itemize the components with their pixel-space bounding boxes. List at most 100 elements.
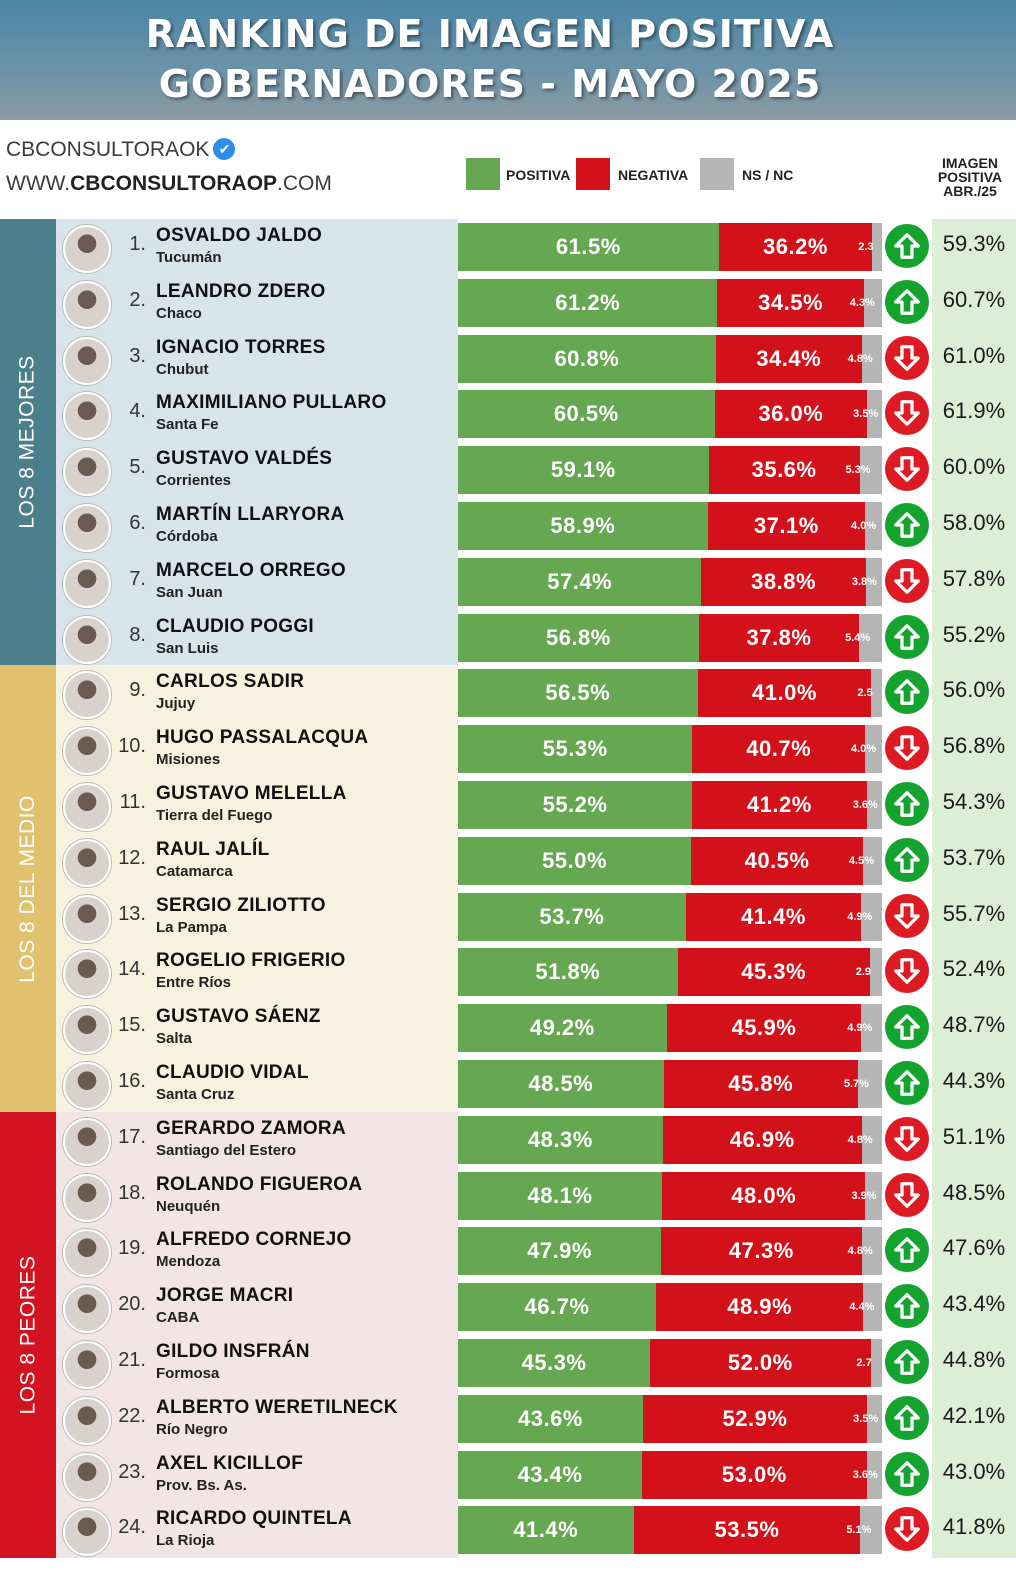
bar-negative — [718, 223, 873, 271]
province-name: Santa Fe — [156, 416, 219, 434]
bar-negative — [663, 1060, 858, 1108]
province-name: Entre Ríos — [156, 974, 232, 992]
governor-photo — [63, 615, 111, 664]
rank-number: 4. — [129, 400, 146, 423]
negative-value-label: 45.3% — [741, 959, 807, 985]
province-name: La Pampa — [156, 918, 227, 936]
rank-number: 8. — [129, 623, 146, 646]
arrow-up-icon — [885, 1005, 929, 1050]
arrow-down-icon — [885, 558, 929, 603]
governor-photo — [63, 225, 111, 273]
province-name: Neuquén — [156, 1197, 221, 1215]
ns-nc-value-label: 5.3% — [845, 464, 871, 477]
province-name: Chubut — [156, 360, 209, 378]
governor-name: SERGIO ZILIOTTO — [156, 894, 326, 916]
ranking-row: 22. ALBERTO WERETILNECK Río Negro 43.6% 52.9… — [0, 1391, 1016, 1447]
ns-nc-value-label: 4.8% — [847, 352, 873, 365]
province-name: Río Negro — [156, 1420, 228, 1438]
arrow-up-icon — [885, 503, 929, 547]
rank-number: 6. — [129, 512, 146, 534]
group-band-2 — [0, 665, 56, 1112]
negative-value-label: 41.0% — [752, 680, 817, 706]
bar-negative — [642, 1394, 868, 1443]
rank-number: 3. — [129, 344, 146, 367]
bar-ns-nc — [865, 725, 882, 774]
governor-photo — [63, 559, 111, 608]
bar-negative — [697, 669, 872, 718]
rank-number: 5. — [129, 456, 146, 479]
bar-ns-nc — [871, 669, 882, 718]
bar-ns-nc — [861, 1115, 882, 1164]
previous-positive-header: IMAGEN POSITIVA ABR./25 — [930, 156, 1010, 198]
ranking-row: 13. SERGIO ZILIOTTO La Pampa 53.7% 41.4% 4.9%… — [0, 889, 1016, 945]
bar-positive — [458, 1394, 643, 1443]
bar-negative — [708, 446, 860, 495]
negative-value-label: 35.6% — [751, 457, 817, 483]
bar-negative — [701, 557, 866, 606]
stacked-bar: 48.5% 45.8% 5.7% — [458, 1060, 882, 1108]
governor-photo — [63, 671, 111, 720]
province-name: Tucumán — [156, 249, 222, 266]
bar-positive — [458, 1227, 662, 1276]
ranking-row: 9. CARLOS SADIR Jujuy 56.5% 41.0% 2.5 56.0% — [0, 665, 1016, 721]
positive-value-label: 41.4% — [513, 1517, 579, 1543]
bar-positive — [458, 613, 699, 662]
rank-number: 17. — [118, 1125, 146, 1148]
previous-positive-value: 56.8% — [942, 733, 1006, 759]
positive-value-label: 43.4% — [517, 1461, 583, 1487]
previous-positive-value: 61.0% — [942, 342, 1006, 368]
legend-swatch-3 — [700, 158, 734, 190]
stacked-bar: 46.7% 48.9% 4.4% — [458, 1283, 882, 1332]
bar-negative — [717, 278, 864, 327]
province-name: CABA — [156, 1309, 200, 1327]
governor-name: MARTÍN LLARYORA — [156, 504, 345, 525]
bar-positive — [458, 1171, 662, 1220]
bar-negative — [692, 725, 866, 774]
ns-nc-value-label: 5.7% — [843, 1078, 869, 1090]
bar-negative — [685, 892, 862, 941]
ns-nc-value-label: 4.8% — [847, 1133, 873, 1146]
governor-photo — [63, 1452, 111, 1501]
bar-positive — [458, 892, 686, 941]
rank-number: 22. — [118, 1404, 146, 1427]
bar-positive — [458, 557, 702, 606]
governor-name: CLAUDIO POGGI — [156, 615, 315, 637]
positive-value-label: 60.5% — [553, 401, 619, 427]
province-name: San Juan — [156, 583, 223, 601]
governor-name: MARCELO ORREGO — [156, 559, 346, 581]
province-name: Catamarca — [156, 862, 233, 880]
governor-name: JORGE MACRI — [156, 1285, 294, 1307]
province-name: Santa Cruz — [156, 1086, 235, 1103]
negative-value-label: 41.2% — [746, 792, 812, 817]
positive-value-label: 55.3% — [542, 736, 608, 762]
stacked-bar: 57.4% 38.8% 3.8% — [458, 557, 882, 606]
stacked-bar: 55.0% 40.5% 4.5% — [458, 836, 882, 885]
bar-negative — [662, 1115, 862, 1164]
stacked-bar: 45.3% 52.0% 2.7 — [458, 1339, 882, 1387]
ranking-row: 5. GUSTAVO VALDÉS Corrientes 59.1% 35.6% 5.3%… — [0, 442, 1016, 498]
ns-nc-value-label: 4.4% — [849, 1301, 875, 1314]
governor-photo — [63, 1006, 111, 1055]
ns-nc-value-label: 4.0% — [851, 743, 877, 756]
ranking-row: 19. ALFREDO CORNEJO Mendoza 47.9% 47.3% 4.8% 4… — [0, 1223, 1016, 1279]
stacked-bar: 59.1% 35.6% 5.3% — [458, 446, 882, 495]
governor-photo — [63, 1173, 111, 1222]
bar-positive — [458, 334, 716, 383]
ranking-row: 21. GILDO INSFRÁN Formosa 45.3% 52.0% 2.7 44.8… — [0, 1335, 1016, 1391]
stacked-bar: 41.4% 53.5% 5.1% — [458, 1506, 882, 1555]
bar-negative — [650, 1339, 871, 1387]
stacked-bar: 61.5% 36.2% 2.3 — [458, 223, 882, 271]
ns-nc-value-label: 2.5 — [857, 687, 873, 700]
ranking-row: 24. RICARDO QUINTELA La Rioja 41.4% 53.5% 5.1… — [0, 1502, 1016, 1558]
previous-positive-value: 60.0% — [942, 454, 1006, 480]
governor-name: GERARDO ZAMORA — [156, 1117, 346, 1139]
arrow-down-icon — [885, 335, 929, 380]
ns-nc-value-label: 2.7 — [856, 1357, 872, 1369]
governor-photo — [63, 894, 111, 943]
group-background-2 — [56, 665, 458, 1112]
bar-ns-nc — [870, 1339, 882, 1387]
negative-value-label: 46.9% — [729, 1126, 795, 1152]
arrow-up-icon — [885, 1228, 929, 1273]
ranking-row: 20. JORGE MACRI CABA 46.7% 48.9% 4.4% 43.4% — [0, 1279, 1016, 1335]
previous-positive-value: 52.4% — [942, 956, 1006, 982]
